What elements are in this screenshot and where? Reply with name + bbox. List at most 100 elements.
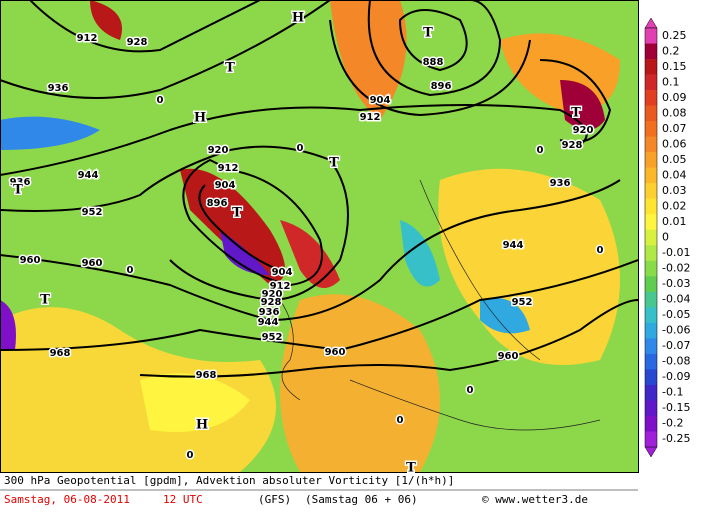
contour-label: 0 — [127, 265, 134, 276]
legend-label: 0.04 — [662, 168, 687, 181]
contour-label: 904 — [272, 267, 293, 278]
legend-label: 0.06 — [662, 137, 687, 150]
pressure-center: T — [329, 156, 339, 171]
contour-label: 912 — [77, 33, 98, 44]
pressure-center: T — [232, 206, 242, 221]
footer-run: (Samstag 06 + 06) — [305, 493, 418, 506]
contour-label: 904 — [215, 180, 236, 191]
legend-label: -0.02 — [662, 262, 690, 275]
legend: 0.25 0.2 0.15 0.1 0.09 0.08 0.07 0.06 0.05 0.04 0.… — [644, 17, 690, 458]
legend-swatch — [645, 198, 657, 215]
legend-label: -0.15 — [662, 401, 690, 414]
pressure-center: T — [13, 183, 23, 198]
contour-label: 0 — [537, 145, 544, 156]
legend-swatch — [645, 59, 657, 75]
legend-frame — [644, 27, 658, 448]
contour-label: 944 — [503, 240, 524, 251]
legend-label: -0.01 — [662, 246, 690, 259]
legend-swatch — [645, 307, 657, 324]
contour-label: 936 — [550, 178, 571, 189]
legend-label: 0.08 — [662, 106, 687, 119]
legend-swatch — [645, 260, 657, 277]
legend-label: -0.07 — [662, 339, 690, 352]
legend-label: -0.06 — [662, 324, 690, 337]
legend-label: 0.09 — [662, 91, 687, 104]
legend-swatch — [645, 338, 657, 355]
legend-label: -0.09 — [662, 370, 690, 383]
contour-label: 912 — [270, 281, 291, 292]
legend-swatch — [645, 28, 657, 44]
contour-label: 968 — [50, 348, 71, 359]
legend-label: 0.03 — [662, 184, 687, 197]
legend-swatch — [645, 276, 657, 293]
map-field — [1, 1, 638, 472]
legend-swatch — [645, 369, 657, 386]
contour-label: 0 — [187, 450, 194, 461]
footer-date: Samstag, 06-08-2011 — [4, 493, 130, 506]
footer-source: © www.wetter3.de — [482, 493, 588, 506]
pressure-center: T — [40, 293, 50, 308]
legend-label: -0.04 — [662, 293, 690, 306]
contour-label: 960 — [20, 255, 41, 266]
legend-label: 0.1 — [662, 75, 680, 88]
legend-label: -0.05 — [662, 308, 690, 321]
legend-swatch — [645, 384, 657, 401]
contour-label: 968 — [196, 370, 217, 381]
legend-swatch — [645, 167, 657, 184]
contour-label: 952 — [82, 207, 103, 218]
contour-label: 0 — [467, 385, 474, 396]
contour-label: 944 — [258, 317, 279, 328]
contour-label: 960 — [325, 347, 346, 358]
legend-swatch — [645, 353, 657, 370]
legend-swatch — [645, 400, 657, 417]
legend-label: -0.25 — [662, 432, 690, 445]
legend-swatch — [645, 291, 657, 308]
contour-label: 952 — [262, 332, 283, 343]
map-border — [0, 0, 639, 473]
contour-label: 896 — [207, 198, 228, 209]
pressure-center: H — [194, 111, 206, 126]
contour-label: 960 — [498, 351, 519, 362]
legend-label: -0.2 — [662, 417, 683, 430]
contour-label: 936 — [259, 307, 280, 318]
legend-label: 0.25 — [662, 29, 687, 42]
contour-label: 896 — [431, 81, 452, 92]
footer-time: 12 UTC — [163, 493, 203, 506]
legend-swatch — [645, 214, 657, 231]
legend-label: 0 — [662, 231, 669, 244]
contour-label: 912 — [360, 112, 381, 123]
contour-label: 920 — [262, 289, 283, 300]
legend-label: 0.2 — [662, 44, 680, 57]
contour-label: 936 — [10, 177, 31, 188]
contour-label: 920 — [208, 145, 229, 156]
legend-swatch — [645, 74, 657, 91]
contour-label: 0 — [157, 95, 164, 106]
legend-swatch — [645, 90, 657, 106]
pressure-center: T — [225, 61, 235, 76]
legend-swatch — [645, 229, 657, 246]
contour-label: 960 — [82, 258, 103, 269]
contour-label: 936 — [48, 83, 69, 94]
legend-label: 0.07 — [662, 122, 687, 135]
pressure-center: H — [196, 418, 208, 433]
legend-swatch — [645, 136, 657, 153]
contour-label: 928 — [127, 37, 148, 48]
legend-swatch — [645, 152, 657, 168]
contour-label: 928 — [261, 297, 282, 308]
footer-model: (GFS) — [258, 493, 291, 506]
footer-title: 300 hPa Geopotential [gpdm], Advektion a… — [4, 474, 454, 487]
pressure-center: T — [423, 26, 433, 41]
legend-label: 0.15 — [662, 60, 687, 73]
legend-swatch — [645, 245, 657, 262]
pressure-center: T — [406, 461, 416, 476]
legend-swatch — [645, 431, 657, 448]
contour-label: 912 — [218, 163, 239, 174]
legend-label: -0.03 — [662, 277, 690, 290]
legend-label: -0.08 — [662, 355, 690, 368]
legend-swatch — [645, 415, 657, 432]
contour-label: 0 — [597, 245, 604, 256]
contour-label: 944 — [78, 170, 99, 181]
contour-label: 920 — [573, 125, 594, 136]
pressure-center: T — [571, 106, 581, 121]
